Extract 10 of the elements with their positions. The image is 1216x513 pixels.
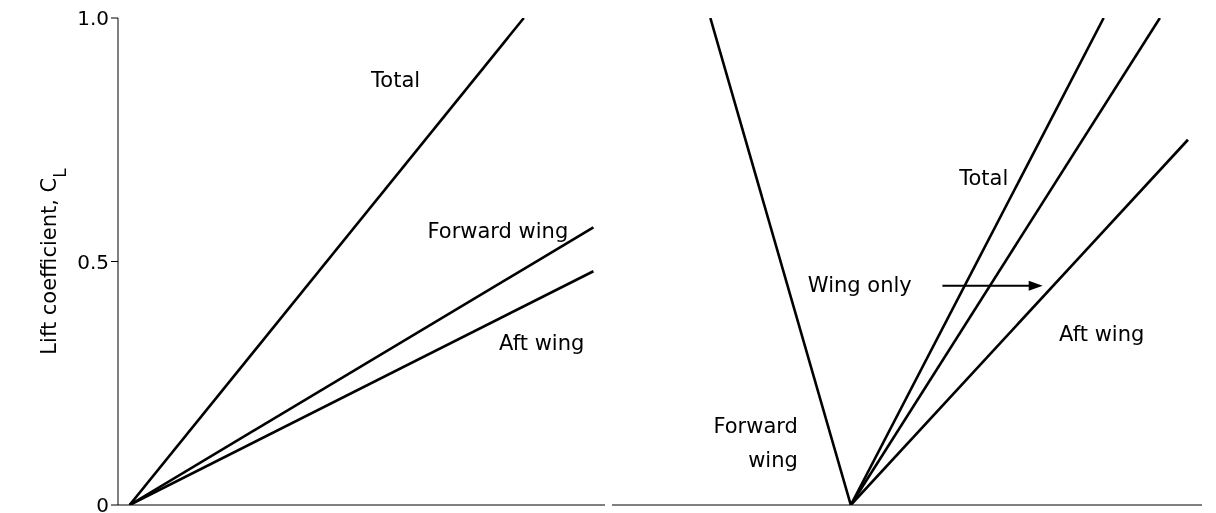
y-tick-label: 0.5 (77, 249, 109, 274)
legend-label: Wing only (807, 272, 912, 297)
series-label: Total (958, 165, 1009, 190)
series-label: Aft wing (1059, 321, 1145, 346)
series-label: Forward wing (427, 219, 569, 244)
series-label: Total (370, 68, 421, 93)
series-label: Forward wing (713, 414, 798, 473)
y-tick-label: 0 (96, 493, 109, 513)
y-tick-label: 1.0 (77, 6, 109, 31)
series-label: Aft wing (499, 331, 585, 356)
